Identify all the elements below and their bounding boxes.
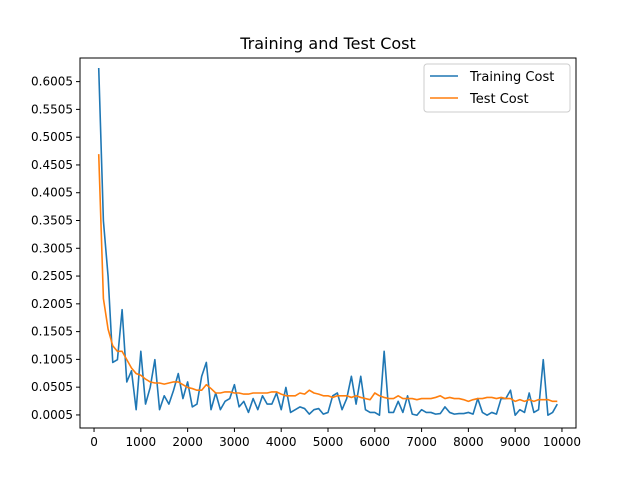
series-lines [97, 67, 558, 417]
legend-label: Test Cost [469, 92, 529, 107]
y-tick-label: 0.1505 [31, 325, 73, 339]
x-tick-label: 8000 [453, 435, 484, 449]
x-tick-label: 9000 [500, 435, 531, 449]
legend-label: Training Cost [469, 70, 554, 85]
x-ticks: 0 1000 2000 3000 4000 5000 6000 7000 8000 9000 100… [90, 428, 581, 449]
y-tick-label: 0.2505 [31, 269, 73, 283]
y-tick-label: 0.5005 [31, 130, 73, 144]
plot-frame [79, 57, 577, 429]
x-tick-label: 6000 [360, 435, 391, 449]
x-tick-label: 7000 [406, 435, 437, 449]
x-tick-label: 1000 [126, 435, 157, 449]
y-tick-label: 0.6005 [31, 75, 73, 89]
y-tick-label: 0.3005 [31, 241, 73, 255]
legend: Training Cost Test Cost [423, 63, 571, 113]
y-tick-label: 0.0005 [31, 408, 73, 422]
series-line-0 [97, 67, 558, 417]
y-tick-label: 0.4005 [31, 186, 73, 200]
y-ticks: 0.0005 0.0505 0.1005 0.1505 0.2005 0.2505 0.30… [31, 75, 80, 422]
y-tick-label: 0.4505 [31, 158, 73, 172]
x-tick-label: 4000 [266, 435, 297, 449]
legend-box [423, 63, 571, 113]
y-tick-label: 0.5505 [31, 102, 73, 116]
plot-area [80, 58, 576, 428]
x-tick-label: 10000 [543, 435, 581, 449]
x-tick-label: 0 [90, 435, 98, 449]
series-line-1 [97, 154, 558, 403]
y-tick-label: 0.1005 [31, 352, 73, 366]
x-tick-label: 2000 [172, 435, 203, 449]
y-tick-label: 0.0505 [31, 380, 73, 394]
x-tick-label: 3000 [219, 435, 250, 449]
x-tick-label: 5000 [313, 435, 344, 449]
y-tick-label: 0.3505 [31, 214, 73, 228]
chart-title: Training and Test Cost [239, 34, 416, 53]
y-tick-label: 0.2005 [31, 297, 73, 311]
